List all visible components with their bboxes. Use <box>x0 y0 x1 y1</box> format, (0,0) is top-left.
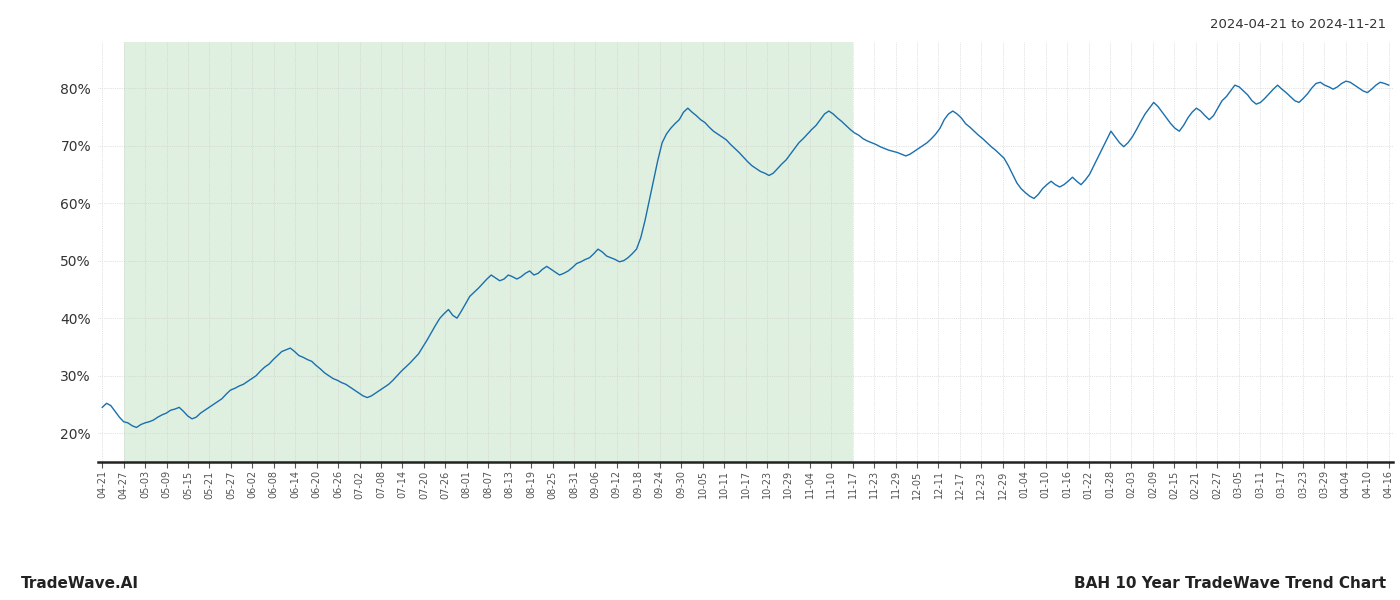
Text: BAH 10 Year TradeWave Trend Chart: BAH 10 Year TradeWave Trend Chart <box>1074 576 1386 591</box>
Bar <box>123 42 853 462</box>
Text: 2024-04-21 to 2024-11-21: 2024-04-21 to 2024-11-21 <box>1210 18 1386 31</box>
Text: TradeWave.AI: TradeWave.AI <box>21 576 139 591</box>
